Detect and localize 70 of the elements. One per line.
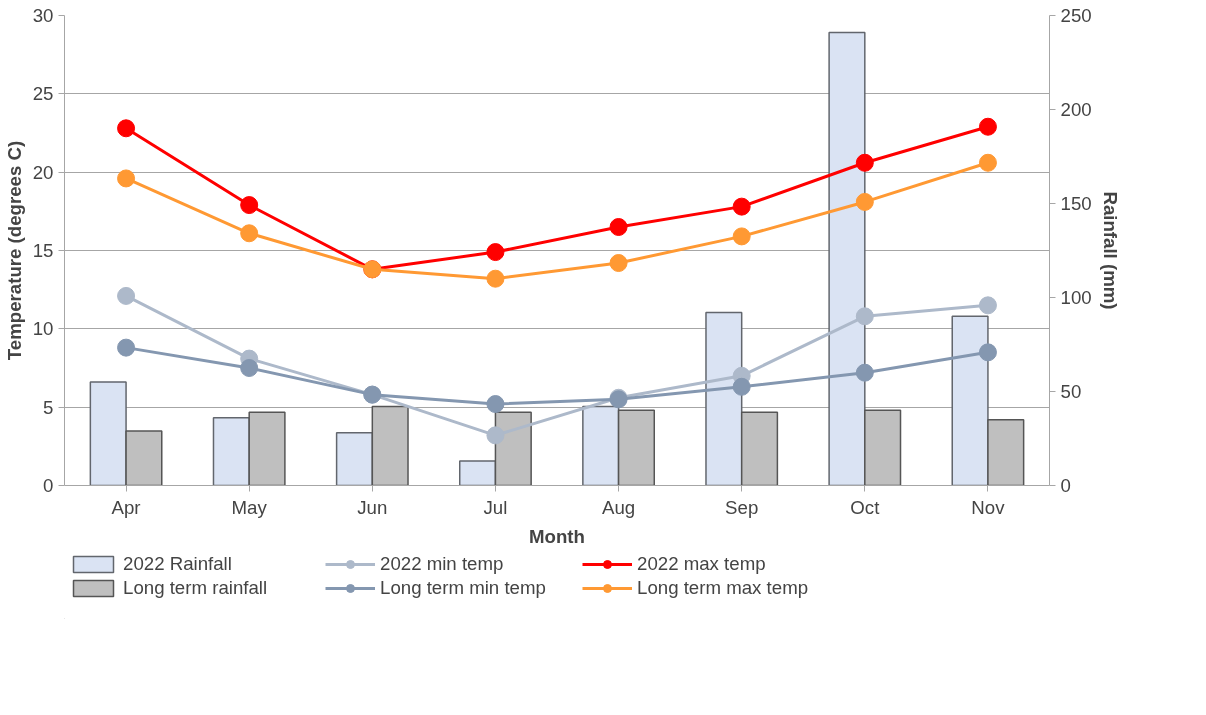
x-tick-label: Sep: [725, 496, 759, 518]
y-tick-label: 15: [32, 240, 54, 261]
x-axis-title: Month: [529, 525, 585, 547]
point: [240, 359, 259, 377]
point: [855, 192, 874, 211]
y-tick-label: 20: [32, 161, 54, 183]
y2-tick-label: 50: [1060, 381, 1082, 402]
point: [609, 218, 628, 236]
legend-label: 2022 max temp: [637, 553, 767, 575]
point: [978, 343, 997, 362]
bar: [458, 460, 497, 486]
point: [978, 117, 997, 136]
x-tick-label: Jun: [357, 496, 388, 518]
point: [855, 153, 874, 172]
y2-tick-label: 0: [1060, 475, 1071, 496]
y-tick-label: 25: [32, 83, 54, 105]
bar: [125, 430, 163, 486]
point: [978, 296, 997, 315]
y2-tick-label: 150: [1060, 193, 1092, 214]
point: [486, 243, 505, 262]
legend-label: 2022 min temp: [380, 553, 505, 575]
point: [732, 227, 751, 246]
bar: [951, 315, 989, 486]
point: [117, 119, 136, 138]
y-tick-label: 10: [32, 318, 54, 340]
y-tick-label: 5: [43, 396, 54, 418]
y-tick-label: 0: [43, 475, 54, 496]
bar: [248, 411, 286, 486]
bar: [705, 311, 743, 486]
point: [609, 254, 628, 273]
y2-axis-title: Rainfall (mm): [1099, 191, 1121, 310]
bar: [987, 418, 1025, 486]
legend-label: Long term min temp: [380, 577, 547, 599]
point: [486, 426, 505, 445]
y2-tick-label: 200: [1060, 99, 1092, 120]
bar: [617, 409, 656, 486]
bar: [371, 405, 409, 486]
bar: [335, 432, 374, 486]
bar: [828, 31, 866, 486]
point: [117, 169, 136, 188]
x-tick-label: Aug: [601, 496, 636, 518]
point: [240, 224, 259, 243]
bar: [740, 411, 779, 486]
point: [855, 363, 874, 382]
point: [486, 269, 505, 288]
point: [732, 377, 751, 396]
y2-tick-label: 100: [1060, 287, 1092, 308]
legend-label: Long term rainfall: [123, 577, 269, 599]
point: [117, 286, 136, 305]
point: [978, 153, 997, 172]
point: [732, 197, 751, 216]
bar: [864, 409, 902, 486]
point: [117, 338, 136, 357]
bar: [494, 411, 532, 486]
point: [240, 196, 259, 215]
x-tick-label: May: [231, 496, 268, 518]
x-tick-label: Jul: [483, 496, 508, 518]
y-axis-title: Temperature (degrees C): [3, 140, 25, 361]
bar: [89, 381, 127, 486]
bar: [212, 417, 250, 486]
y-tick-label: 30: [32, 5, 54, 26]
x-tick-label: Nov: [971, 496, 1006, 518]
point: [855, 307, 874, 326]
bar: [582, 405, 620, 486]
x-tick-label: Apr: [111, 496, 141, 518]
point: [486, 395, 505, 414]
x-tick-label: Oct: [850, 496, 881, 518]
y2-tick-label: 250: [1060, 5, 1092, 26]
legend-label: Long term max temp: [637, 577, 810, 599]
legend-label: 2022 Rainfall: [123, 553, 233, 575]
